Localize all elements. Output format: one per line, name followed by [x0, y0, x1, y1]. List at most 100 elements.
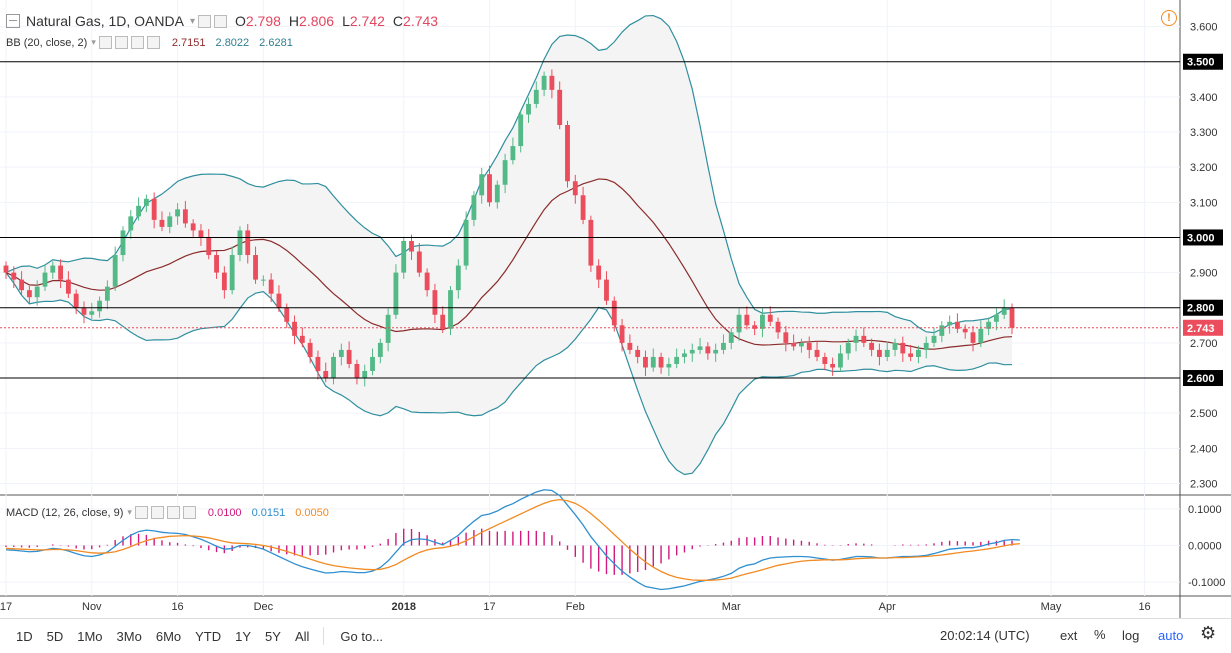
candle-up: [42, 272, 48, 287]
candle-up: [338, 349, 344, 357]
gear-icon[interactable]: [150, 506, 164, 519]
candle-down: [908, 353, 914, 357]
candle-up: [713, 349, 719, 354]
visibility-icon[interactable]: [134, 506, 148, 519]
candle-up: [916, 349, 921, 357]
candle-up: [1001, 307, 1007, 315]
time-tick-label: 2018: [391, 601, 415, 613]
auto-toggle[interactable]: auto: [1158, 628, 1184, 643]
timeframe-5d[interactable]: 5D: [46, 628, 64, 644]
collapse-icon[interactable]: [6, 14, 20, 28]
timeframe-6mo[interactable]: 6Mo: [155, 628, 182, 644]
candle-up: [986, 321, 992, 329]
chevron-down-icon[interactable]: ▾: [189, 15, 195, 27]
ext-toggle[interactable]: ext: [1060, 628, 1078, 643]
chevron-down-icon[interactable]: ▾: [91, 37, 96, 47]
alert-icon[interactable]: !: [1161, 10, 1177, 26]
timeframe-1d[interactable]: 1D: [16, 628, 33, 644]
bollinger-basis-value: 2.7151: [171, 36, 206, 49]
chevron-down-icon[interactable]: ▾: [127, 507, 132, 517]
close-icon[interactable]: [146, 36, 160, 49]
candle-up: [993, 314, 999, 322]
legend-header: Natural Gas, 1D, OANDA ▾ O 2.798 H 2.806 L…: [0, 8, 438, 34]
time-tick-label: Mar: [722, 601, 741, 613]
candle-up: [799, 342, 804, 347]
level-label: 2.800: [1187, 303, 1215, 315]
candle-down: [705, 346, 711, 354]
macd-signal-value: 0.0050: [295, 506, 329, 519]
price-chart[interactable]: 17 Nov 16 Dec 2018 17 Feb Mar Apr May 16 3.600 3.400…: [0, 0, 1231, 618]
candle-down: [26, 290, 32, 298]
macd-legend: MACD (12, 26, close, 9) ▾ 0.0100 0.0151 …: [6, 506, 329, 519]
bollinger-fill: [6, 15, 1012, 475]
timeframe-all[interactable]: All: [294, 628, 310, 644]
candle-down: [611, 300, 617, 326]
percent-toggle[interactable]: %: [1094, 627, 1106, 642]
clock-readout: 20:02:14 (UTC): [940, 628, 1030, 643]
candle-down: [962, 328, 968, 333]
time-tick-label: 16: [1138, 601, 1150, 613]
timeframe-1mo[interactable]: 1Mo: [77, 628, 103, 644]
candle-down: [549, 75, 555, 90]
gear-icon[interactable]: ⚙: [1200, 623, 1217, 643]
candle-up: [533, 89, 539, 104]
goto-button[interactable]: Go to...: [340, 628, 384, 644]
timeframe-1y[interactable]: 1Y: [235, 628, 252, 644]
price-tick-label: 2.900: [1190, 268, 1218, 280]
candle-down: [775, 321, 781, 333]
level-label-bg: [1183, 229, 1223, 246]
timeframe-3mo[interactable]: 3Mo: [116, 628, 142, 644]
candle-down: [830, 363, 836, 368]
candle-down: [432, 290, 438, 315]
candle-up: [674, 356, 680, 364]
close-icon[interactable]: [182, 506, 196, 519]
candle-up: [89, 311, 95, 315]
candle-up: [120, 230, 126, 256]
candle-down: [214, 255, 219, 273]
candle-down: [416, 251, 422, 273]
candle-down: [151, 198, 157, 220]
bollinger-legend: BB (20, close, 2) ▾ 2.7151 2.8022 2.6281: [6, 36, 293, 49]
timeframe-5y[interactable]: 5Y: [265, 628, 281, 644]
candle-down: [65, 279, 71, 294]
candle-up: [978, 328, 984, 343]
candle-down: [440, 314, 446, 329]
add-icon[interactable]: [130, 36, 144, 49]
gear-icon[interactable]: [213, 14, 227, 28]
gear-icon[interactable]: [114, 36, 128, 49]
visibility-icon[interactable]: [197, 14, 211, 28]
candle-up: [682, 353, 687, 357]
macd-label[interactable]: MACD (12, 26, close, 9): [6, 506, 124, 519]
last-price-label: 2.743: [1187, 323, 1215, 335]
high-label: H: [288, 13, 300, 29]
candle-up: [175, 209, 180, 217]
candle-down: [869, 342, 875, 350]
price-tick-label: 2.700: [1190, 338, 1218, 350]
bollinger-upper-line: [5, 14, 1013, 334]
price-tick-label: 2.500: [1190, 408, 1218, 420]
last-price-label-bg: [1183, 319, 1223, 336]
add-icon[interactable]: [166, 506, 180, 519]
log-toggle[interactable]: log: [1122, 628, 1140, 643]
bollinger-label[interactable]: BB (20, close, 2): [6, 36, 88, 49]
level-label-bg: [1183, 370, 1223, 387]
candle-down: [658, 356, 664, 368]
candle-down: [315, 356, 321, 371]
candle-up: [721, 342, 726, 350]
timeframe-ytd[interactable]: YTD: [195, 628, 222, 644]
candle-up: [260, 279, 266, 281]
candle-down: [409, 240, 414, 252]
candle-up: [760, 314, 765, 329]
candle-up: [853, 335, 859, 343]
candle-down: [198, 230, 204, 238]
candle-down: [643, 356, 648, 368]
symbol-title[interactable]: Natural Gas, 1D, OANDA: [26, 13, 184, 29]
candle-down: [1009, 307, 1015, 328]
visibility-icon[interactable]: [98, 36, 112, 49]
level-label: 2.600: [1187, 373, 1215, 385]
candle-up: [385, 314, 391, 343]
candle-down: [58, 265, 64, 280]
bollinger-basis-line: [5, 178, 1013, 350]
candle-down: [877, 349, 882, 357]
